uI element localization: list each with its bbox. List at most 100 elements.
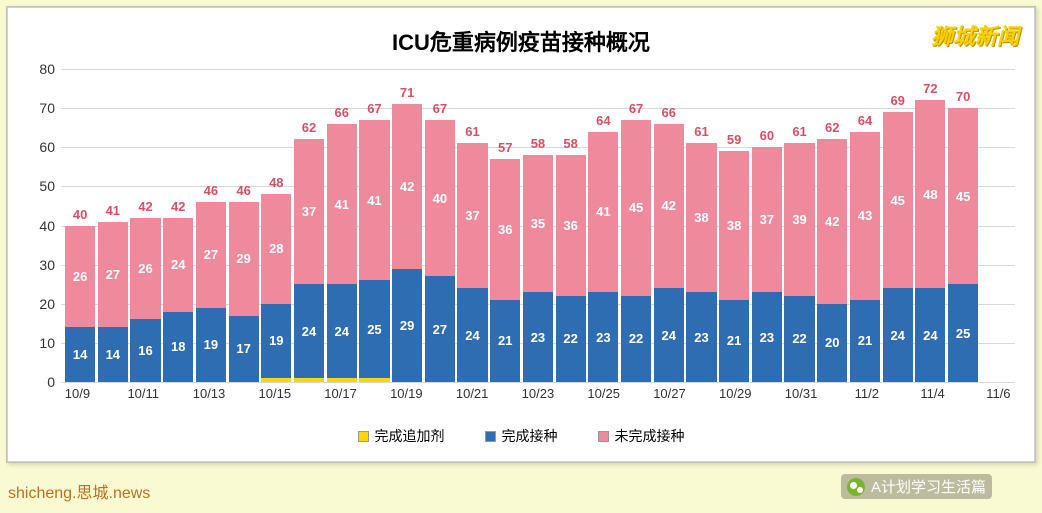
bar-segment-vaccinated: 21 xyxy=(850,300,880,382)
bar-segment-vaccinated: 23 xyxy=(686,292,716,382)
bar: 704525 xyxy=(948,69,978,382)
x-tick-label xyxy=(423,386,456,406)
x-tick-label xyxy=(883,386,916,406)
bar-segment-vaccinated: 23 xyxy=(588,292,618,382)
bar-segment-unvaccinated: 36 xyxy=(490,159,520,300)
bar-segment-vaccinated: 21 xyxy=(490,300,520,382)
bar: 462917 xyxy=(229,69,259,382)
legend: 完成追加剂 完成接种 未完成接种 xyxy=(7,426,1035,446)
bar-segment-unvaccinated: 38 xyxy=(719,151,749,300)
bar-total-label: 46 xyxy=(236,183,250,198)
bar xyxy=(981,69,1011,382)
x-tick-label: 10/29 xyxy=(719,386,752,406)
bar-total-label: 62 xyxy=(825,120,839,135)
chart-title: ICU危重病例疫苗接种概况 xyxy=(7,25,1035,57)
bar-segment-unvaccinated: 37 xyxy=(294,139,324,284)
x-tick-label xyxy=(357,386,390,406)
y-tick-label: 30 xyxy=(23,257,55,273)
bar-segment-unvaccinated: 28 xyxy=(261,194,291,304)
bar-segment-vaccinated: 21 xyxy=(719,300,749,382)
x-tick-label: 10/19 xyxy=(390,386,423,406)
bar: 422418 xyxy=(163,69,193,382)
bar: 674027 xyxy=(425,69,455,382)
y-tick-label: 80 xyxy=(23,61,55,77)
footer-left-text: shicheng.思城.news xyxy=(8,479,150,503)
bar-segment-vaccinated: 24 xyxy=(294,284,324,378)
bar-segment-vaccinated: 24 xyxy=(915,288,945,382)
bar-segment-unvaccinated: 40 xyxy=(425,120,455,277)
swatch-unvaccinated xyxy=(598,431,609,442)
bar: 583523 xyxy=(523,69,553,382)
bar-total-label: 61 xyxy=(465,124,479,139)
bar-segment-booster: 1 xyxy=(327,378,357,382)
bar-total-label: 42 xyxy=(138,199,152,214)
x-tick-label: 10/25 xyxy=(587,386,620,406)
chart-frame: ICU危重病例疫苗接种概况 狮城新闻 010203040506070804026… xyxy=(6,6,1036,463)
bar: 694524 xyxy=(883,69,913,382)
bar: 583622 xyxy=(556,69,586,382)
bar: 62 37241 xyxy=(294,69,324,382)
bar-total-label: 62 xyxy=(302,120,316,135)
x-tick-label: 10/31 xyxy=(785,386,818,406)
bar: 412714 xyxy=(98,69,128,382)
bar-total-label: 57 xyxy=(498,140,512,155)
bar: 402614 xyxy=(65,69,95,382)
bar-segment-unvaccinated: 41 xyxy=(588,132,618,292)
bar-total-label: 70 xyxy=(956,89,970,104)
bar-segment-unvaccinated: 37 xyxy=(752,147,782,292)
bar-total-label: 60 xyxy=(760,128,774,143)
x-tick-label: 10/17 xyxy=(324,386,357,406)
bar-segment-unvaccinated: 27 xyxy=(196,202,226,308)
bar: 593821 xyxy=(719,69,749,382)
bar-segment-vaccinated: 25 xyxy=(359,280,389,378)
x-tick-label: 10/11 xyxy=(127,386,160,406)
bar-total-label: 61 xyxy=(694,124,708,139)
bar-segment-unvaccinated: 26 xyxy=(65,226,95,328)
x-tick-label: 10/13 xyxy=(193,386,226,406)
bar-total-label: 67 xyxy=(629,101,643,116)
y-tick-label: 10 xyxy=(23,335,55,351)
y-tick-label: 40 xyxy=(23,218,55,234)
bar: 644321 xyxy=(850,69,880,382)
bar-segment-unvaccinated: 42 xyxy=(817,139,847,303)
bar-segment-booster: 1 xyxy=(359,378,389,382)
bar-segment-unvaccinated: 38 xyxy=(686,143,716,292)
bar: 603723 xyxy=(752,69,782,382)
footer-right-text: A计划学习生活篇 xyxy=(841,474,992,499)
bar-segment-unvaccinated: 48 xyxy=(915,100,945,288)
bar: 664224 xyxy=(654,69,684,382)
bar: 422616 xyxy=(130,69,160,382)
bar-total-label: 58 xyxy=(563,136,577,151)
x-tick-label: 10/9 xyxy=(61,386,94,406)
x-tick-label: 10/27 xyxy=(653,386,686,406)
bar-segment-vaccinated: 24 xyxy=(654,288,684,382)
bar-segment-unvaccinated: 45 xyxy=(621,120,651,296)
bar-total-label: 46 xyxy=(204,183,218,198)
x-tick-label: 10/15 xyxy=(258,386,291,406)
x-tick-label xyxy=(554,386,587,406)
bar-segment-vaccinated: 18 xyxy=(163,312,193,382)
y-tick-label: 70 xyxy=(23,100,55,116)
bar-segment-unvaccinated: 29 xyxy=(229,202,259,315)
bar-segment-unvaccinated: 39 xyxy=(784,143,814,296)
bar-segment-booster: 1 xyxy=(261,378,291,382)
y-tick-label: 60 xyxy=(23,139,55,155)
bar-total-label: 58 xyxy=(531,136,545,151)
legend-item-unvaccinated: 未完成接种 xyxy=(598,426,685,446)
x-tick-label xyxy=(949,386,982,406)
bar-segment-unvaccinated: 45 xyxy=(883,112,913,288)
x-tick-label xyxy=(160,386,193,406)
footer-right-label: A计划学习生活篇 xyxy=(871,476,986,497)
watermark-top-right: 狮城新闻 xyxy=(931,19,1019,51)
bar-total-label: 71 xyxy=(400,85,414,100)
bar: 644123 xyxy=(588,69,618,382)
x-axis: 10/910/1110/1310/1510/1710/1910/2110/231… xyxy=(61,386,1015,406)
bar: 724824 xyxy=(915,69,945,382)
x-tick-label: 10/23 xyxy=(521,386,554,406)
bar-segment-unvaccinated: 37 xyxy=(457,143,487,288)
bar-segment-unvaccinated: 35 xyxy=(523,155,553,292)
bar: 57 3621 xyxy=(490,69,520,382)
bar-total-label: 69 xyxy=(890,93,904,108)
bar-segment-booster: 1 xyxy=(294,378,324,382)
bar-total-label: 66 xyxy=(662,105,676,120)
